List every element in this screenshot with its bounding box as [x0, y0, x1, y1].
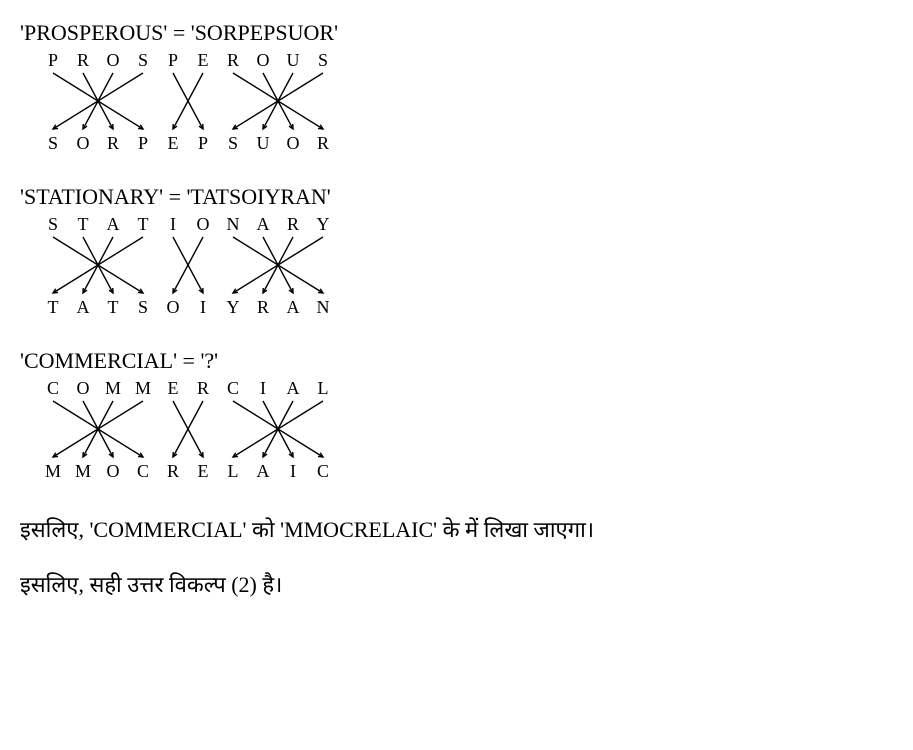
letter: R	[248, 297, 278, 318]
letter: S	[38, 133, 68, 154]
letter: A	[68, 297, 98, 318]
top-row: COMMERCIAL	[20, 378, 893, 399]
letter: O	[98, 50, 128, 71]
letter: A	[278, 297, 308, 318]
letter: O	[98, 461, 128, 482]
letter: R	[68, 50, 98, 71]
arrow-svg	[20, 71, 360, 133]
letter: R	[98, 133, 128, 154]
letter: I	[248, 378, 278, 399]
arrow-svg	[20, 399, 360, 461]
letter: R	[308, 133, 338, 154]
letter: T	[98, 297, 128, 318]
bottom-row: MMOCRELAIC	[20, 461, 893, 482]
cipher-block: 'PROSPEROUS' = 'SORPEPSUOR'PROSPEROUSSOR…	[20, 20, 893, 154]
letter: I	[188, 297, 218, 318]
letter: I	[158, 214, 188, 235]
cipher-block: 'COMMERCIAL' = '?'COMMERCIALMMOCRELAIC	[20, 348, 893, 482]
bottom-row: SORPEPSUOR	[20, 133, 893, 154]
letter: Y	[218, 297, 248, 318]
letter: O	[278, 133, 308, 154]
letter: P	[158, 50, 188, 71]
letter: M	[38, 461, 68, 482]
letter: R	[278, 214, 308, 235]
letter: A	[248, 214, 278, 235]
letter: C	[218, 378, 248, 399]
letter: E	[158, 378, 188, 399]
letter: P	[128, 133, 158, 154]
letter: A	[98, 214, 128, 235]
letter: E	[188, 461, 218, 482]
letter: E	[158, 133, 188, 154]
letter: A	[248, 461, 278, 482]
letter: A	[278, 378, 308, 399]
letter-diagram: PROSPEROUSSORPEPSUOR	[20, 50, 893, 154]
letter: P	[188, 133, 218, 154]
letter: L	[308, 378, 338, 399]
letter-diagram: COMMERCIALMMOCRELAIC	[20, 378, 893, 482]
letter: I	[278, 461, 308, 482]
equation-text: 'PROSPEROUS' = 'SORPEPSUOR'	[20, 20, 893, 46]
letter: C	[308, 461, 338, 482]
top-row: STATIONARY	[20, 214, 893, 235]
letter: M	[68, 461, 98, 482]
letter: E	[188, 50, 218, 71]
letter: T	[128, 214, 158, 235]
letter: O	[188, 214, 218, 235]
cipher-block: 'STATIONARY' = 'TATSOIYRAN'STATIONARYTAT…	[20, 184, 893, 318]
answer-line: इसलिए, सही उत्तर विकल्प (2) है।	[20, 567, 893, 602]
letter: N	[218, 214, 248, 235]
letter: N	[308, 297, 338, 318]
bottom-row: TATSOIYRAN	[20, 297, 893, 318]
letter: L	[218, 461, 248, 482]
letter-diagram: STATIONARYTATSOIYRAN	[20, 214, 893, 318]
top-row: PROSPEROUS	[20, 50, 893, 71]
letter: O	[68, 378, 98, 399]
equation-text: 'STATIONARY' = 'TATSOIYRAN'	[20, 184, 893, 210]
answer-line: इसलिए, 'COMMERCIAL' को 'MMOCRELAIC' के म…	[20, 512, 893, 547]
letter: O	[248, 50, 278, 71]
letter: S	[128, 50, 158, 71]
arrow-svg	[20, 235, 360, 297]
letter: T	[68, 214, 98, 235]
letter: S	[308, 50, 338, 71]
letter: R	[158, 461, 188, 482]
letter: C	[38, 378, 68, 399]
letter: T	[38, 297, 68, 318]
letter: S	[218, 133, 248, 154]
letter: S	[128, 297, 158, 318]
letter: R	[188, 378, 218, 399]
equation-text: 'COMMERCIAL' = '?'	[20, 348, 893, 374]
letter: O	[158, 297, 188, 318]
letter: Y	[308, 214, 338, 235]
letter: R	[218, 50, 248, 71]
letter: U	[278, 50, 308, 71]
letter: U	[248, 133, 278, 154]
letter: M	[128, 378, 158, 399]
letter: P	[38, 50, 68, 71]
letter: S	[38, 214, 68, 235]
letter: M	[98, 378, 128, 399]
letter: O	[68, 133, 98, 154]
letter: C	[128, 461, 158, 482]
